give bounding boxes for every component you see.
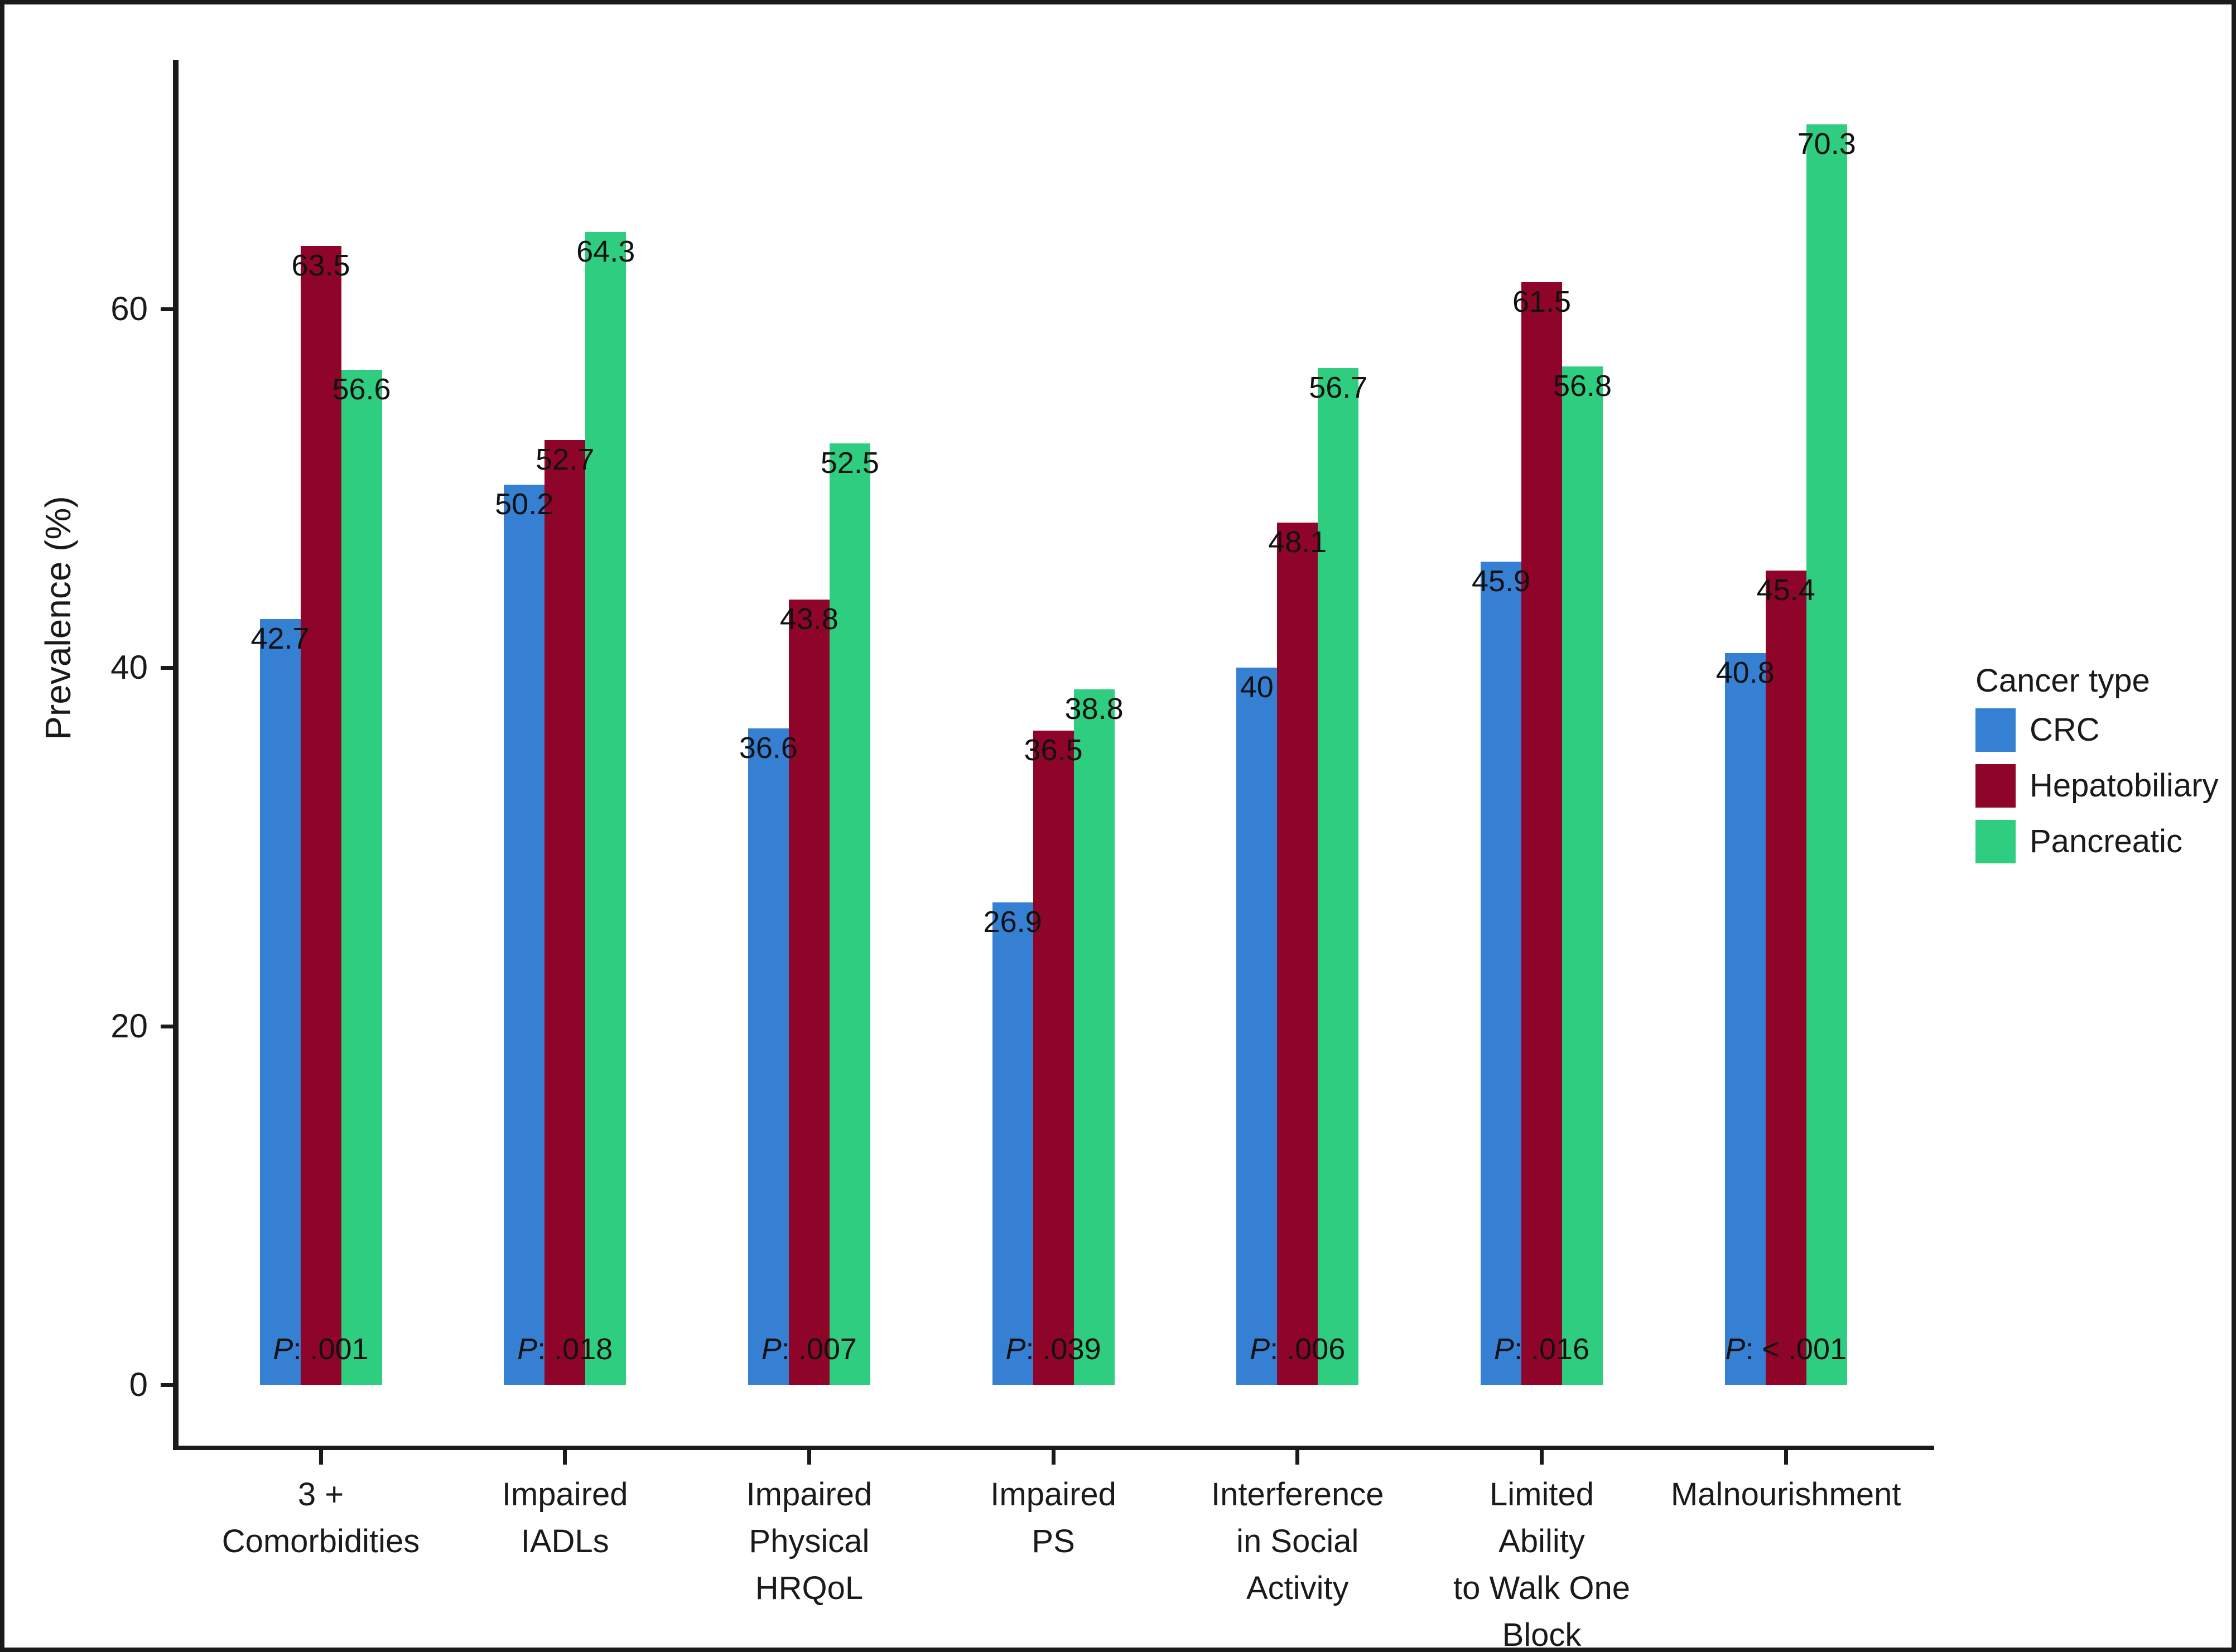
legend-title: Cancer type xyxy=(1975,663,2150,699)
p-value-label: P: .039 xyxy=(1005,1332,1101,1366)
p-value-label: P: .001 xyxy=(273,1332,369,1366)
bar-value-label: 42.7 xyxy=(250,622,310,656)
bar-value-label: 52.5 xyxy=(820,446,879,480)
bar-value-label: 52.7 xyxy=(536,442,595,476)
bar-crc-4 xyxy=(1236,668,1278,1385)
y-tick xyxy=(161,1383,173,1387)
x-category-label: Impaired IADLs xyxy=(502,1476,628,1559)
x-tick xyxy=(807,1450,811,1465)
bar-crc-0 xyxy=(259,619,301,1385)
bar-hepatobiliary-6 xyxy=(1765,571,1806,1385)
bar-value-label: 56.6 xyxy=(332,373,391,407)
legend-swatch-pancreatic xyxy=(1975,820,2016,863)
bar-value-label: 45.9 xyxy=(1471,564,1531,598)
bar-pancreatic-4 xyxy=(1318,368,1359,1385)
x-category-label: Limited Ability to Walk One Block xyxy=(1453,1476,1630,1652)
legend-swatch-crc xyxy=(1975,708,2016,752)
legend-label: Pancreatic xyxy=(2030,823,2183,859)
bar-crc-1 xyxy=(504,485,545,1385)
bar-value-label: 70.3 xyxy=(1797,127,1856,161)
y-axis-title: Prevalence (%) xyxy=(38,496,78,740)
p-value-label: P: .016 xyxy=(1493,1332,1590,1366)
x-category-label: Impaired Physical HRQoL xyxy=(746,1476,873,1606)
legend-label: Hepatobiliary xyxy=(2030,767,2219,804)
bar-value-label: 50.2 xyxy=(495,487,554,521)
y-tick-label: 40 xyxy=(110,649,148,686)
bar-pancreatic-1 xyxy=(585,231,627,1385)
x-category-label: Malnourishment xyxy=(1670,1476,1901,1513)
p-value-label: P: .007 xyxy=(761,1332,857,1366)
x-axis-line xyxy=(173,1446,1934,1450)
y-tick-label: 60 xyxy=(110,290,148,327)
y-tick xyxy=(161,1024,173,1028)
legend: Cancer type CRC Hepatobiliary Pancreatic xyxy=(1975,663,2232,876)
bar-value-label: 40.8 xyxy=(1715,656,1775,690)
bar-pancreatic-6 xyxy=(1806,124,1847,1385)
bar-value-label: 45.4 xyxy=(1756,573,1815,607)
x-tick xyxy=(1295,1450,1300,1465)
bar-value-label: 40 xyxy=(1240,670,1274,704)
plot-area: 0 20 40 60 3 + Comorbidities 42.7 63.5 56.6 P: .… xyxy=(4,4,2232,1652)
p-value-label: P: .006 xyxy=(1250,1332,1346,1366)
bar-value-label: 48.1 xyxy=(1268,525,1327,559)
bar-crc-2 xyxy=(748,728,789,1385)
bar-value-label: 36.6 xyxy=(739,731,798,765)
bar-hepatobiliary-3 xyxy=(1033,730,1074,1385)
bar-value-label: 38.8 xyxy=(1064,692,1124,726)
x-category-label: Interference in Social Activity xyxy=(1211,1476,1384,1606)
x-tick xyxy=(1540,1450,1544,1465)
x-category-label: 3 + Comorbidities xyxy=(221,1476,420,1559)
x-tick xyxy=(563,1450,567,1465)
bar-crc-5 xyxy=(1481,562,1521,1385)
legend-items: CRC Hepatobiliary Pancreatic xyxy=(1975,708,2232,863)
bar-hepatobiliary-4 xyxy=(1277,522,1318,1385)
x-category-label: Impaired PS xyxy=(990,1476,1116,1559)
bar-pancreatic-0 xyxy=(341,370,382,1385)
legend-item-pancreatic: Pancreatic xyxy=(1975,820,2232,863)
bar-hepatobiliary-1 xyxy=(544,439,586,1385)
x-tick xyxy=(1784,1450,1788,1465)
x-tick xyxy=(1051,1450,1056,1465)
bar-hepatobiliary-5 xyxy=(1521,282,1562,1385)
legend-swatch-hepatobiliary xyxy=(1975,764,2016,808)
p-value-label: P: < .001 xyxy=(1725,1332,1847,1366)
p-value-label: P: .018 xyxy=(517,1332,613,1366)
bar-pancreatic-2 xyxy=(829,443,870,1385)
bar-value-label: 64.3 xyxy=(576,234,635,268)
bar-pancreatic-5 xyxy=(1562,366,1603,1385)
bar-hepatobiliary-2 xyxy=(788,599,830,1385)
bar-value-label: 56.8 xyxy=(1553,369,1612,403)
bar-value-label: 63.5 xyxy=(291,249,350,283)
bar-pancreatic-3 xyxy=(1073,689,1115,1385)
bar-value-label: 61.5 xyxy=(1512,284,1572,318)
bar-crc-3 xyxy=(992,902,1033,1385)
y-tick xyxy=(161,307,173,311)
bar-hepatobiliary-0 xyxy=(300,246,341,1385)
y-tick xyxy=(161,665,173,670)
legend-label: CRC xyxy=(2030,712,2100,748)
y-tick-label: 0 xyxy=(129,1366,148,1403)
y-axis-line xyxy=(173,60,179,1450)
bar-value-label: 56.7 xyxy=(1309,371,1368,405)
x-tick xyxy=(319,1450,323,1465)
y-tick-label: 20 xyxy=(110,1007,148,1045)
bar-value-label: 26.9 xyxy=(983,905,1042,939)
bar-crc-6 xyxy=(1724,653,1766,1385)
legend-item-hepatobiliary: Hepatobiliary xyxy=(1975,764,2232,808)
bar-value-label: 36.5 xyxy=(1024,733,1083,767)
bar-value-label: 43.8 xyxy=(779,602,838,636)
legend-item-crc: CRC xyxy=(1975,708,2232,752)
